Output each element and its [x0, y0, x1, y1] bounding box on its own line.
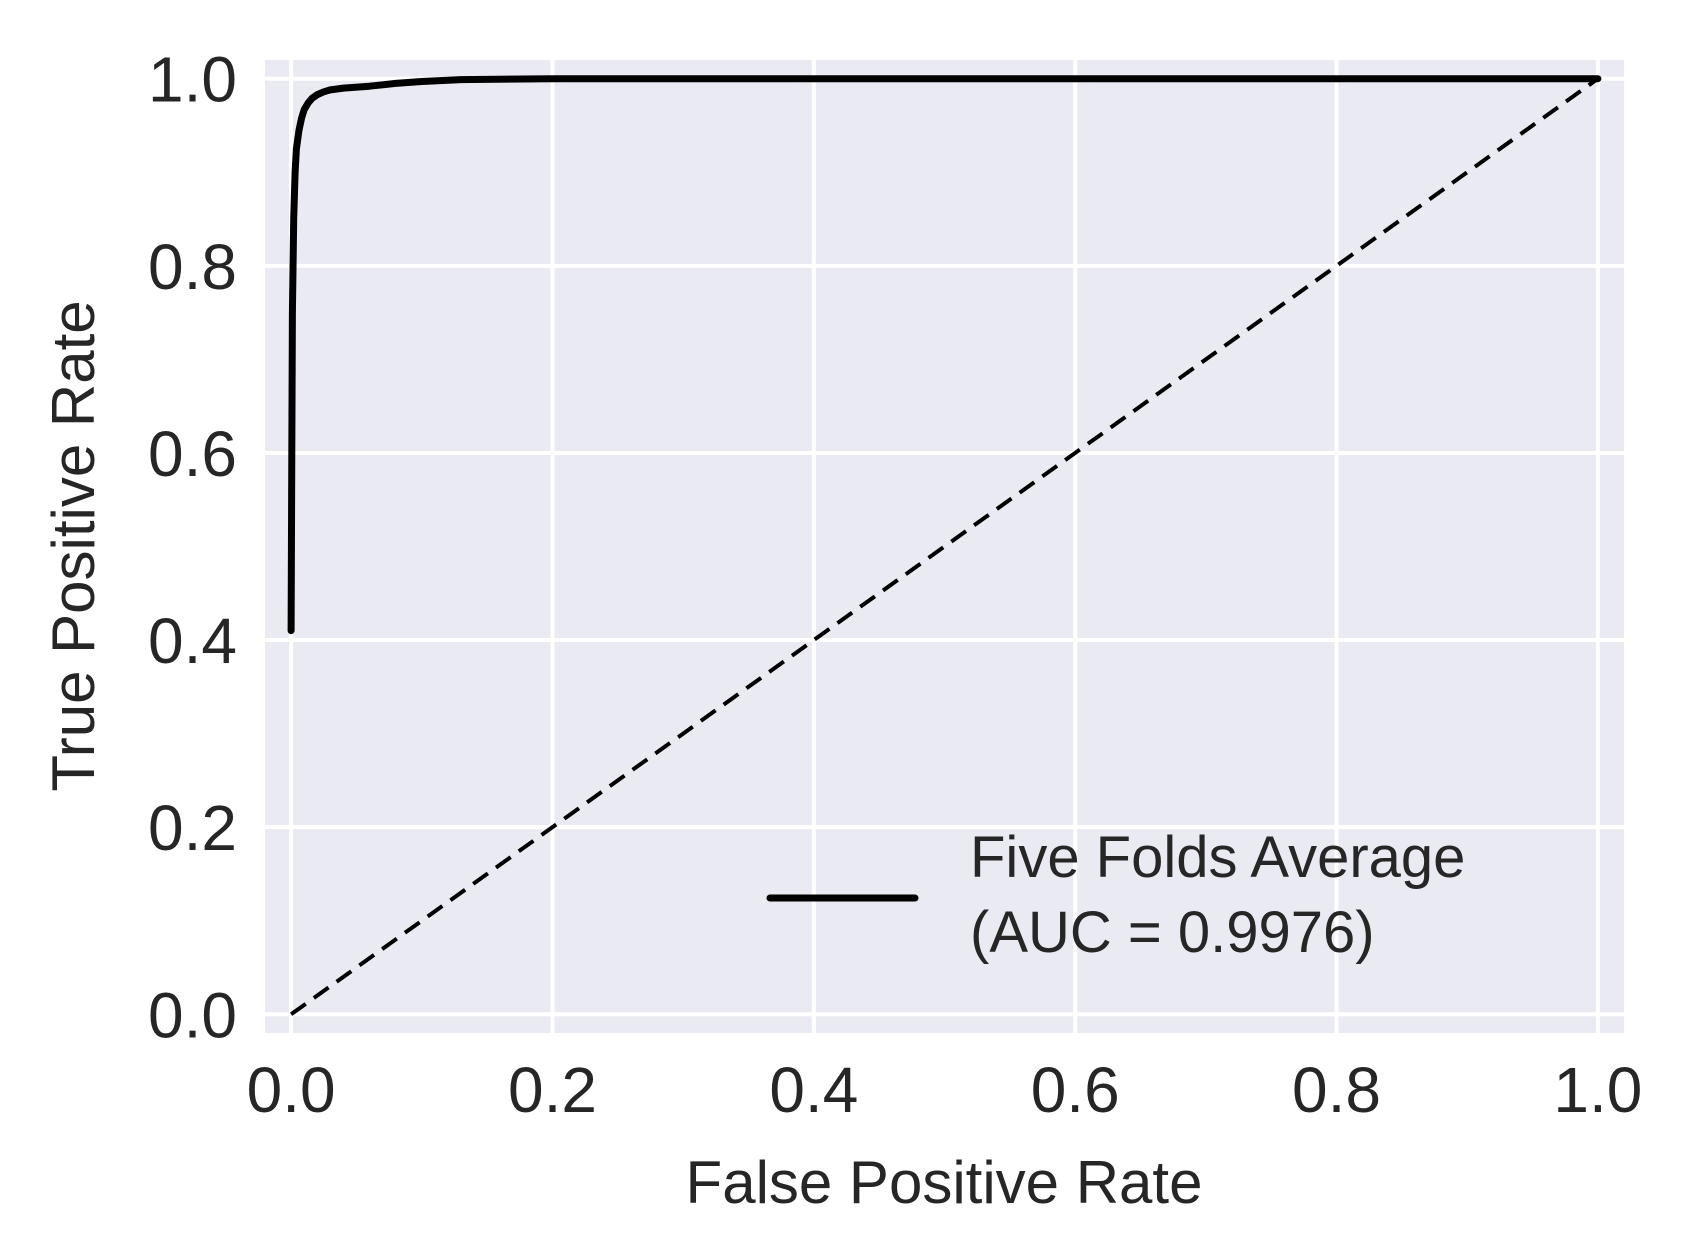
x-tick-label: 0.6: [1031, 1054, 1120, 1126]
legend-entry-auc: (AUC = 0.9976): [970, 900, 1375, 965]
roc-curve-line: [287, 75, 1602, 635]
legend-entry-name: Five Folds Average: [970, 825, 1465, 890]
x-tick-label: 0.0: [247, 1054, 336, 1126]
y-tick-label: 0.2: [148, 792, 237, 864]
grid-lines: [265, 60, 1624, 1033]
y-tick-label: 1.0: [148, 44, 237, 116]
legend: Five Folds Average (AUC = 0.9976): [766, 825, 1465, 965]
x-tick-label: 1.0: [1553, 1054, 1642, 1126]
x-axis-label: False Positive Rate: [686, 1149, 1203, 1216]
x-tick-label: 0.8: [1292, 1054, 1381, 1126]
y-tick-label: 0.0: [148, 979, 237, 1051]
y-tick-label: 0.4: [148, 605, 237, 677]
y-tick-label: 0.6: [148, 418, 237, 490]
series-layer: [287, 75, 1602, 1016]
x-tick-label: 0.4: [769, 1054, 858, 1126]
y-tick-labels: 0.0 0.2 0.4 0.6 0.8 1.0: [148, 44, 237, 1052]
x-tick-label: 0.2: [508, 1054, 597, 1126]
y-tick-label: 0.8: [148, 231, 237, 303]
y-axis-label: True Positive Rate: [40, 300, 107, 791]
chance-diagonal-line: [289, 77, 1600, 1016]
x-tick-labels: 0.0 0.2 0.4 0.6 0.8 1.0: [247, 1054, 1643, 1126]
